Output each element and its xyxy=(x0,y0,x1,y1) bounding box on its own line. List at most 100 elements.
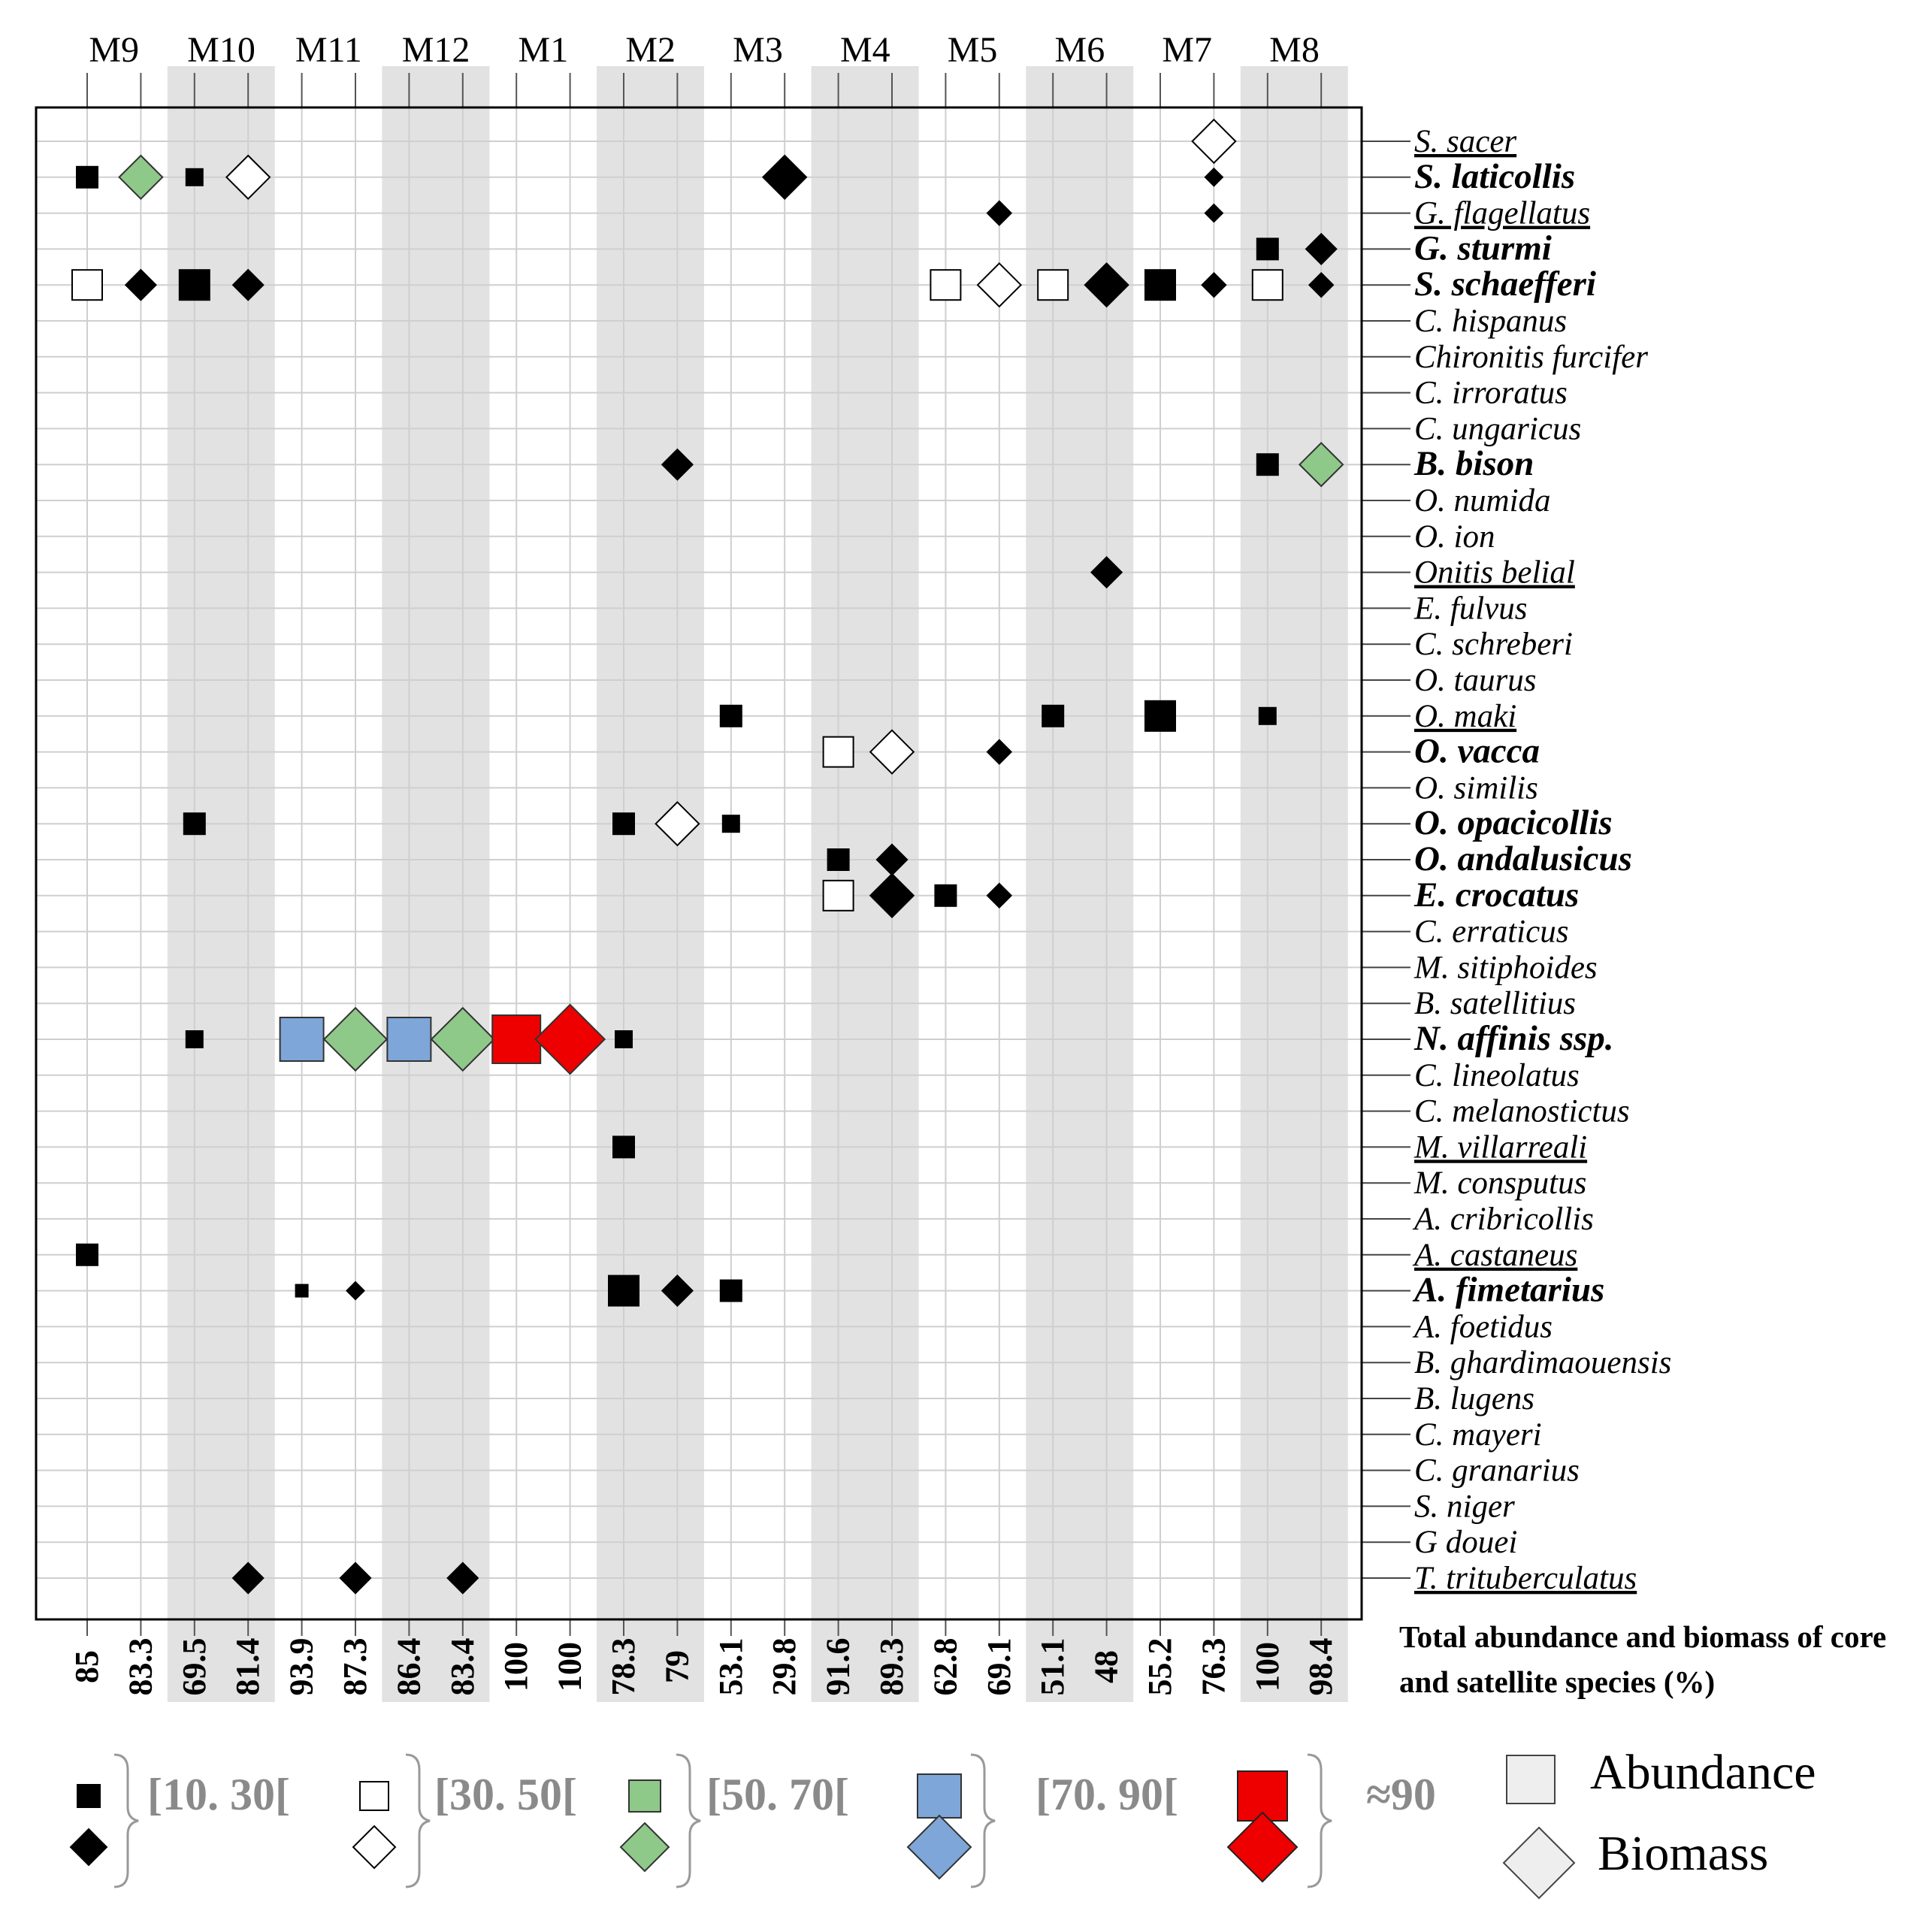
species-label: C. granarius xyxy=(1414,1453,1580,1489)
total-label: 98.4 xyxy=(1302,1638,1339,1696)
legend-diamond xyxy=(906,1814,972,1880)
totals-title-line: and satellite species (%) xyxy=(1399,1664,1715,1699)
total-label: 55.2 xyxy=(1141,1638,1178,1696)
site-label: M12 xyxy=(402,30,470,70)
species-label: M. villarreali xyxy=(1413,1129,1587,1165)
abundance-marker xyxy=(76,165,98,189)
abundance-marker xyxy=(491,1014,542,1064)
site-label: M5 xyxy=(948,30,998,70)
site-label: M7 xyxy=(1162,30,1212,70)
total-label: 86.4 xyxy=(390,1638,427,1696)
species-label: A. cribricollis xyxy=(1412,1202,1594,1237)
biomass-marker xyxy=(118,154,164,201)
shade-M10 xyxy=(167,66,275,1702)
biomass-marker xyxy=(346,1280,365,1301)
abundance-marker xyxy=(1144,700,1176,732)
biomass-marker xyxy=(1090,556,1123,589)
species-label: O. similis xyxy=(1414,770,1538,806)
legend: [10. 30[[30. 50[[50. 70[[70. 90[≈90 Abund… xyxy=(69,1745,1816,1900)
total-label: 76.3 xyxy=(1195,1638,1232,1696)
abundance-marker xyxy=(185,1030,204,1048)
total-label: 100 xyxy=(552,1642,588,1692)
abundance-marker xyxy=(1144,269,1176,301)
legend-bracket xyxy=(1307,1753,1332,1888)
abundance-marker xyxy=(386,1017,432,1062)
biomass-marker xyxy=(1201,271,1227,298)
biomass-marker xyxy=(1084,262,1129,308)
totals-title: Total abundance and biomass of core and s… xyxy=(1399,1619,1886,1699)
site-label: M6 xyxy=(1055,30,1105,70)
total-label: 69.5 xyxy=(176,1638,213,1696)
legend-square xyxy=(917,1773,962,1819)
site-label: M10 xyxy=(187,30,255,70)
legend-square xyxy=(628,1779,661,1813)
plot-frame xyxy=(35,106,1363,1621)
total-label: 69.1 xyxy=(981,1638,1017,1696)
legend-abundance-label: Abundance xyxy=(1590,1745,1816,1800)
biomass-marker xyxy=(986,739,1013,765)
biomass-marker xyxy=(446,1562,479,1595)
abundance-marker xyxy=(608,1274,639,1307)
legend-class-label: [50. 70[ xyxy=(706,1770,849,1819)
legend-abundance-square xyxy=(1506,1755,1556,1804)
total-label: 62.8 xyxy=(927,1638,963,1696)
species-label: C. hispanus xyxy=(1414,304,1567,339)
biomass-marker xyxy=(661,448,694,481)
species-label: O. maki xyxy=(1414,699,1516,734)
site-label: M9 xyxy=(89,30,139,70)
shade-M12 xyxy=(382,66,490,1702)
abundance-marker xyxy=(295,1283,309,1298)
abundance-marker xyxy=(822,736,854,768)
total-label: 91.6 xyxy=(820,1638,857,1696)
shaded-columns xyxy=(167,66,1348,1702)
site-labels: M9 M10 M11 M12 M1 M2 M3 M4 M5 M6 M7 M8 xyxy=(89,30,1319,70)
species-label: G. flagellatus xyxy=(1414,196,1590,231)
biomass-marker xyxy=(869,729,915,775)
biomass-marker xyxy=(1308,271,1335,298)
total-label: 79 xyxy=(658,1650,695,1683)
totals-title-line: Total abundance and biomass of core xyxy=(1399,1619,1886,1654)
site-label: M4 xyxy=(840,30,890,70)
shade-M6 xyxy=(1026,66,1134,1702)
legend-bracket xyxy=(113,1753,139,1888)
total-label: 85 xyxy=(68,1650,105,1683)
legend-bracket xyxy=(970,1753,996,1888)
species-label: G douei xyxy=(1414,1525,1517,1560)
total-label: 100 xyxy=(497,1642,534,1692)
legend-biomass-label: Biomass xyxy=(1598,1826,1768,1881)
abundance-marker xyxy=(185,168,204,186)
abundance-marker xyxy=(1256,237,1279,261)
biomass-marker xyxy=(322,1006,389,1072)
species-label: S. laticollis xyxy=(1414,157,1575,196)
species-label: N. affinis ssp. xyxy=(1413,1019,1614,1058)
abundance-marker xyxy=(822,879,854,912)
biomass-marker xyxy=(986,882,1013,909)
legend-class-label: ≈90 xyxy=(1366,1770,1436,1819)
species-label: A. fimetarius xyxy=(1412,1271,1604,1310)
biomass-marker xyxy=(655,800,700,847)
legend-diamond xyxy=(352,1825,397,1870)
species-label: O. vacca xyxy=(1414,732,1540,771)
species-label: A. castaneus xyxy=(1412,1238,1577,1273)
species-label: C. schreberi xyxy=(1414,627,1573,662)
legend-square xyxy=(77,1784,101,1808)
species-label: O. andalusicus xyxy=(1414,839,1632,878)
biomass-marker xyxy=(339,1562,372,1595)
total-label: 100 xyxy=(1249,1642,1286,1692)
total-label: 93.9 xyxy=(283,1638,320,1696)
abundance-marker xyxy=(612,1135,635,1159)
legend-class-label: [30. 50[ xyxy=(434,1770,577,1819)
species-label: B. lugens xyxy=(1414,1381,1534,1417)
total-label: 48 xyxy=(1088,1650,1125,1683)
species-label: B. bison xyxy=(1413,444,1534,483)
abundance-marker xyxy=(615,1030,633,1048)
species-label: T. trituberculatus xyxy=(1414,1561,1637,1596)
data-points xyxy=(71,118,1344,1595)
species-label: M. sitiphoides xyxy=(1413,950,1598,985)
total-label: 83.4 xyxy=(444,1638,481,1696)
abundance-marker xyxy=(1258,706,1277,725)
species-label: C. ungaricus xyxy=(1414,411,1581,446)
biomass-marker xyxy=(1204,167,1224,187)
